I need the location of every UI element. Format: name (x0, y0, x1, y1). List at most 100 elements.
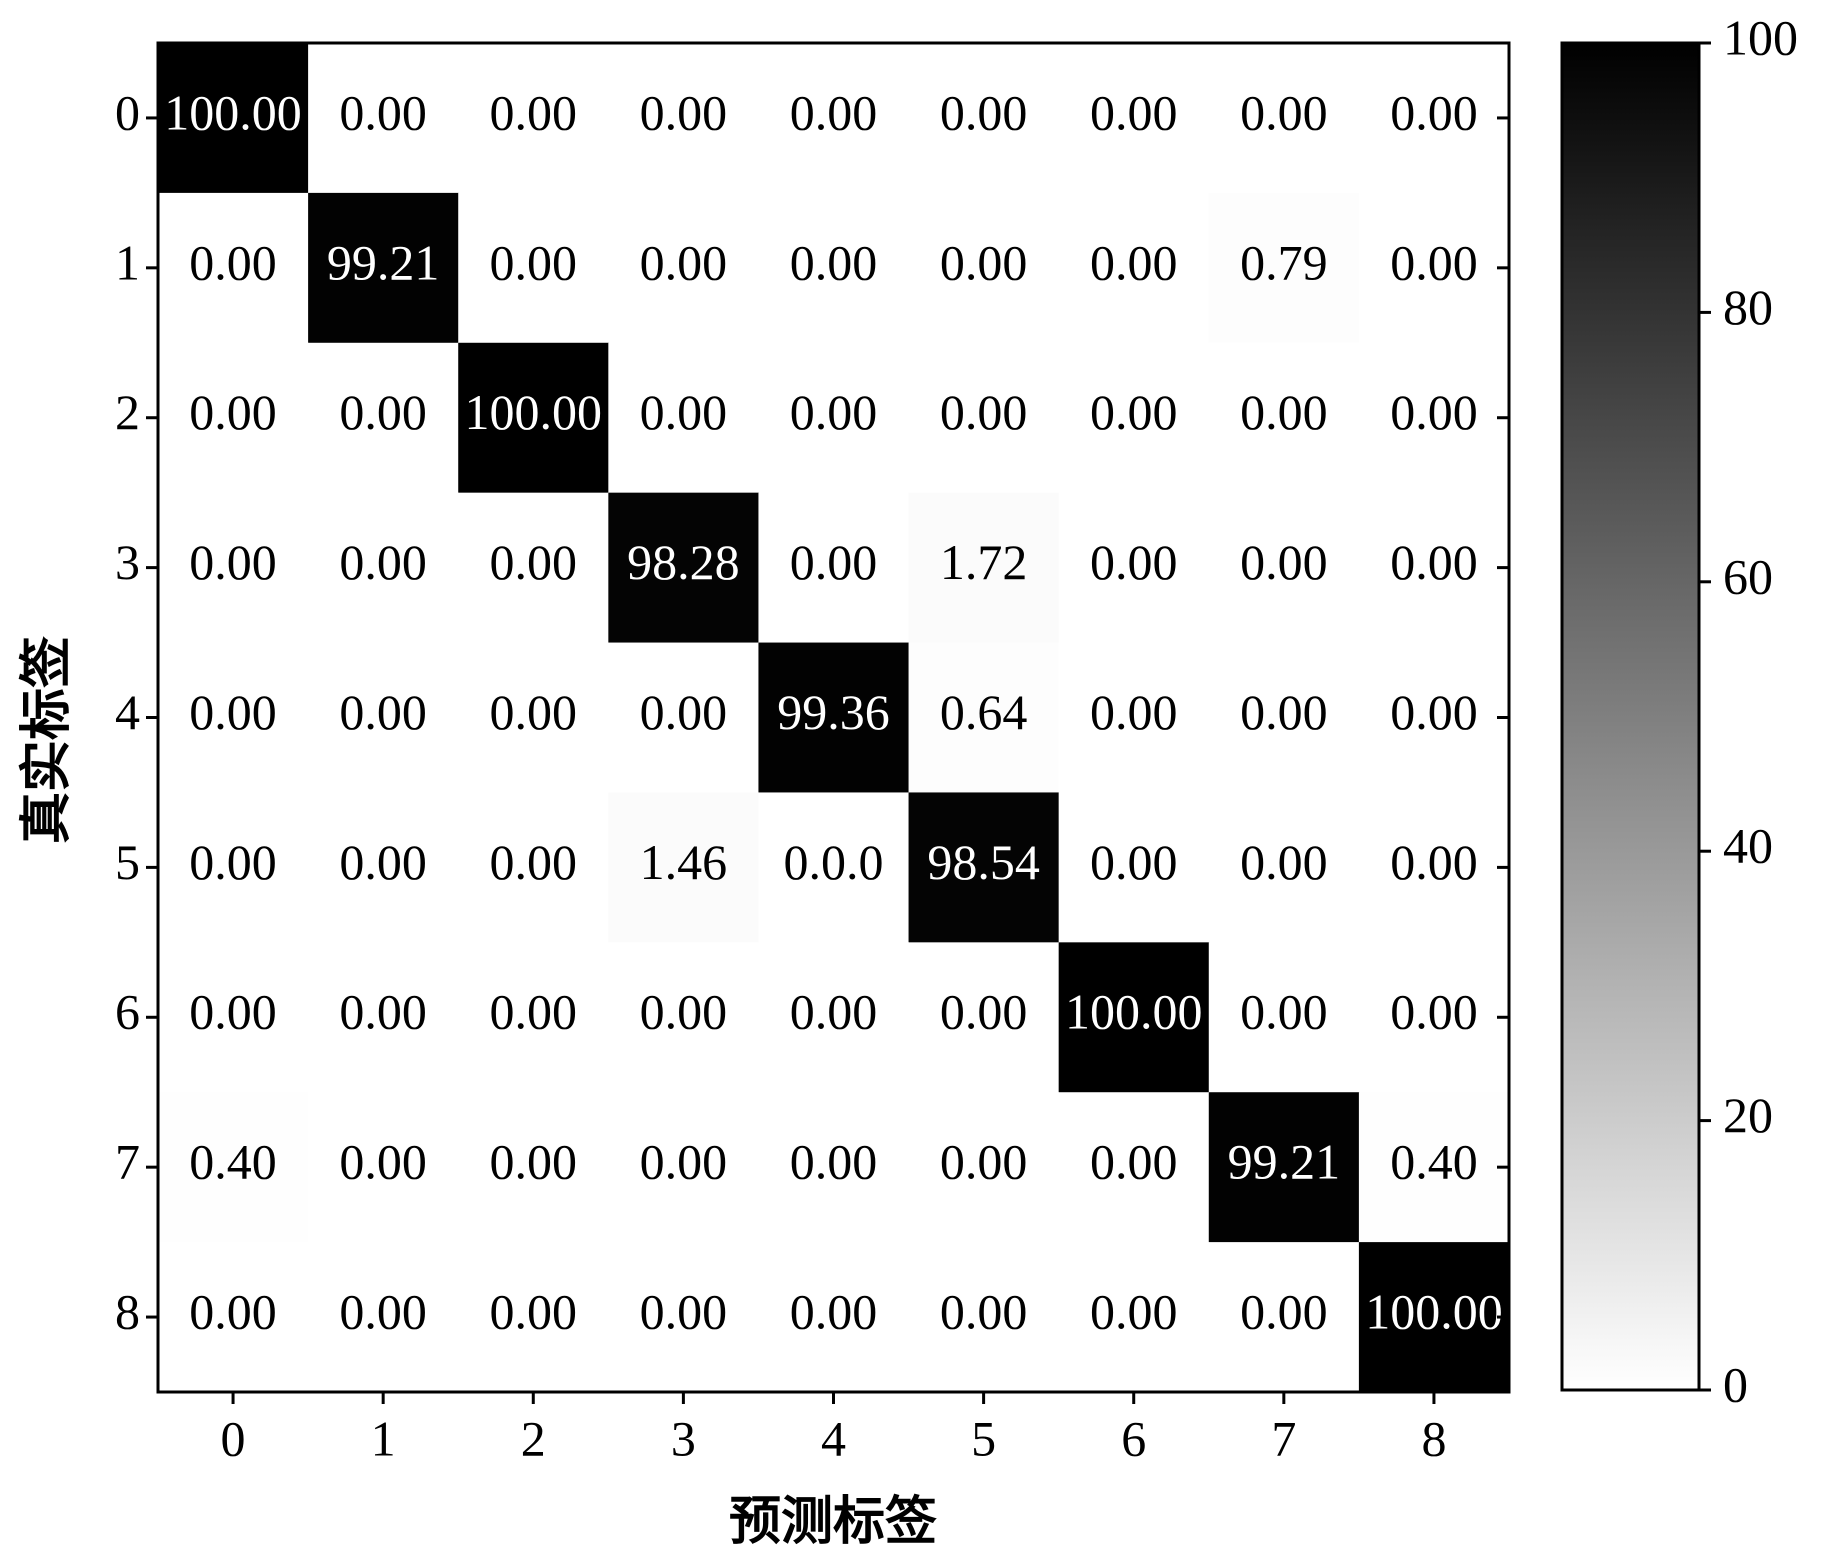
cell-label: 0.00 (189, 834, 277, 890)
cell-label: 0.00 (1240, 1284, 1328, 1340)
cell (1208, 1242, 1360, 1393)
x-tick-label: 2 (521, 1410, 546, 1466)
cell-label: 0.00 (1390, 384, 1478, 440)
cell-label: 98.28 (627, 534, 740, 590)
cell (1058, 1242, 1210, 1393)
cell-label: 0.79 (1240, 234, 1328, 290)
cell (1358, 942, 1510, 1093)
cell-label: 0.00 (790, 1134, 878, 1190)
cell-label: 1.46 (640, 834, 728, 890)
cell (1208, 1092, 1360, 1243)
cell-label: 100.00 (1065, 984, 1203, 1040)
colorbar (1560, 41, 1701, 1392)
y-tick-label: 7 (115, 1134, 140, 1190)
cell (458, 942, 609, 1093)
cell-label: 0.00 (790, 84, 878, 140)
cell (308, 942, 459, 1093)
cell (908, 1092, 1060, 1243)
cell-label: 99.36 (777, 684, 890, 740)
y-tick-label: 2 (115, 384, 140, 440)
cell (158, 492, 309, 644)
cell (1058, 792, 1210, 943)
cell (758, 1092, 910, 1243)
cell-label: 0.40 (1390, 1134, 1478, 1190)
y-tick-label: 0 (115, 84, 140, 140)
cell-label: 0.00 (490, 1284, 578, 1340)
cell (908, 792, 1060, 943)
x-tick-label: 5 (971, 1410, 996, 1466)
y-tick-label: 3 (115, 534, 140, 590)
y-axis-label: 真实标签 (18, 636, 76, 844)
cell-label: 0.00 (189, 1284, 277, 1340)
cell-label: 0.00 (1090, 534, 1178, 590)
cell-label: 0.00 (339, 984, 427, 1040)
cell-label: 0.40 (189, 1134, 277, 1190)
cell-label: 0.00 (339, 384, 427, 440)
cell (758, 342, 910, 494)
cell-label: 0.00 (339, 834, 427, 890)
cell-label: 0.00 (1090, 684, 1178, 740)
cell-label: 0.00 (640, 384, 728, 440)
cell-label: 0.00 (189, 534, 277, 590)
cell (458, 192, 609, 344)
cell (308, 792, 459, 943)
cell-label: 0.00 (640, 84, 728, 140)
x-tick-label: 8 (1421, 1410, 1446, 1466)
cell-label: 0.0.0 (784, 834, 884, 890)
y-tick-label: 8 (115, 1284, 140, 1340)
cell (1058, 192, 1210, 344)
cell-label: 0.00 (940, 984, 1028, 1040)
cell (1358, 642, 1510, 793)
cell (908, 192, 1060, 344)
x-axis-label: 预测标签 (729, 1493, 937, 1551)
cell-label: 0.00 (490, 1134, 578, 1190)
cell (1358, 43, 1510, 194)
cell-label: 0.00 (1390, 984, 1478, 1040)
cell-label: 0.00 (339, 1284, 427, 1340)
cell (608, 192, 759, 344)
cell-label: 0.00 (189, 384, 277, 440)
cell-label: 0.00 (1090, 84, 1178, 140)
cell (1358, 492, 1510, 644)
cell (458, 642, 609, 793)
cell (1208, 192, 1360, 344)
cell (758, 942, 910, 1093)
cell-label: 0.00 (1090, 834, 1178, 890)
cell-label: 0.00 (640, 1284, 728, 1340)
cell (1358, 1092, 1510, 1243)
cell-label: 0.00 (940, 234, 1028, 290)
cell-label: 99.21 (327, 234, 440, 290)
cell-label: 0.00 (940, 84, 1028, 140)
cell (458, 492, 609, 644)
cell (908, 642, 1060, 793)
cell (608, 792, 759, 943)
cell (308, 342, 459, 494)
cell (1358, 792, 1510, 943)
colorbar-tick-label: 100 (1723, 9, 1798, 65)
cell-label: 0.00 (189, 684, 277, 740)
cell-label: 100.00 (1365, 1284, 1503, 1340)
cell-label: 0.00 (490, 534, 578, 590)
cell (908, 492, 1060, 644)
cell (758, 492, 910, 644)
cell (908, 1242, 1060, 1393)
cell-label: 0.00 (1090, 1284, 1178, 1340)
cell (158, 642, 309, 793)
cell-label: 0.00 (490, 984, 578, 1040)
cell-label: 0.00 (790, 984, 878, 1040)
cell (1208, 342, 1360, 494)
cell-label: 0.00 (940, 1134, 1028, 1190)
cell (608, 342, 759, 494)
cell-label: 0.00 (1240, 834, 1328, 890)
cell (608, 942, 759, 1093)
y-tick-label: 5 (115, 834, 140, 890)
cell-label: 0.00 (790, 1284, 878, 1340)
cell (1058, 43, 1210, 194)
cell-label: 0.64 (940, 684, 1028, 740)
cell (1208, 792, 1360, 943)
cell (158, 1242, 309, 1393)
cell (758, 642, 910, 793)
y-tick-label: 4 (115, 684, 140, 740)
x-tick-label: 4 (821, 1410, 846, 1466)
